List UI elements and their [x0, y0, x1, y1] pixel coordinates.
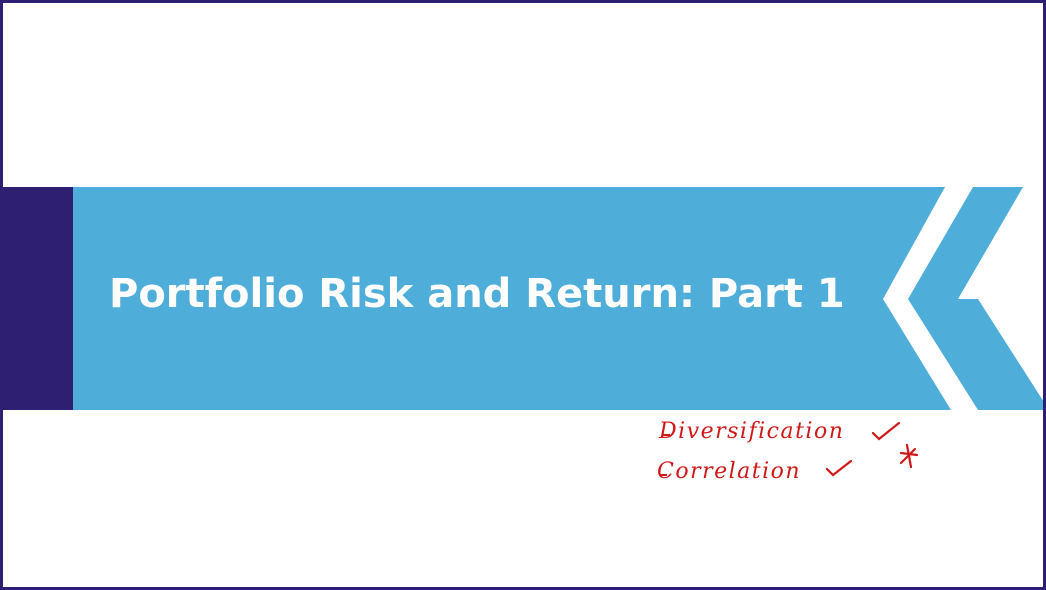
- banner-ribbon: [73, 187, 951, 410]
- annotation-diversification: Diversification: [659, 419, 845, 444]
- annotation-correlation: Correlation: [657, 459, 802, 484]
- title-banner: [3, 187, 1043, 410]
- annotation-marks: [660, 421, 919, 477]
- chevron-arrow-icon: [908, 187, 1043, 410]
- check-icon: [871, 421, 901, 441]
- slide-title: Portfolio Risk and Return: Part 1: [109, 271, 845, 317]
- handwritten-annotations: Diversification Correlation: [643, 411, 943, 501]
- banner-graphic: [3, 187, 1043, 410]
- left-accent-block: [3, 187, 73, 410]
- star-icon: [899, 443, 919, 469]
- check-icon: [825, 459, 853, 477]
